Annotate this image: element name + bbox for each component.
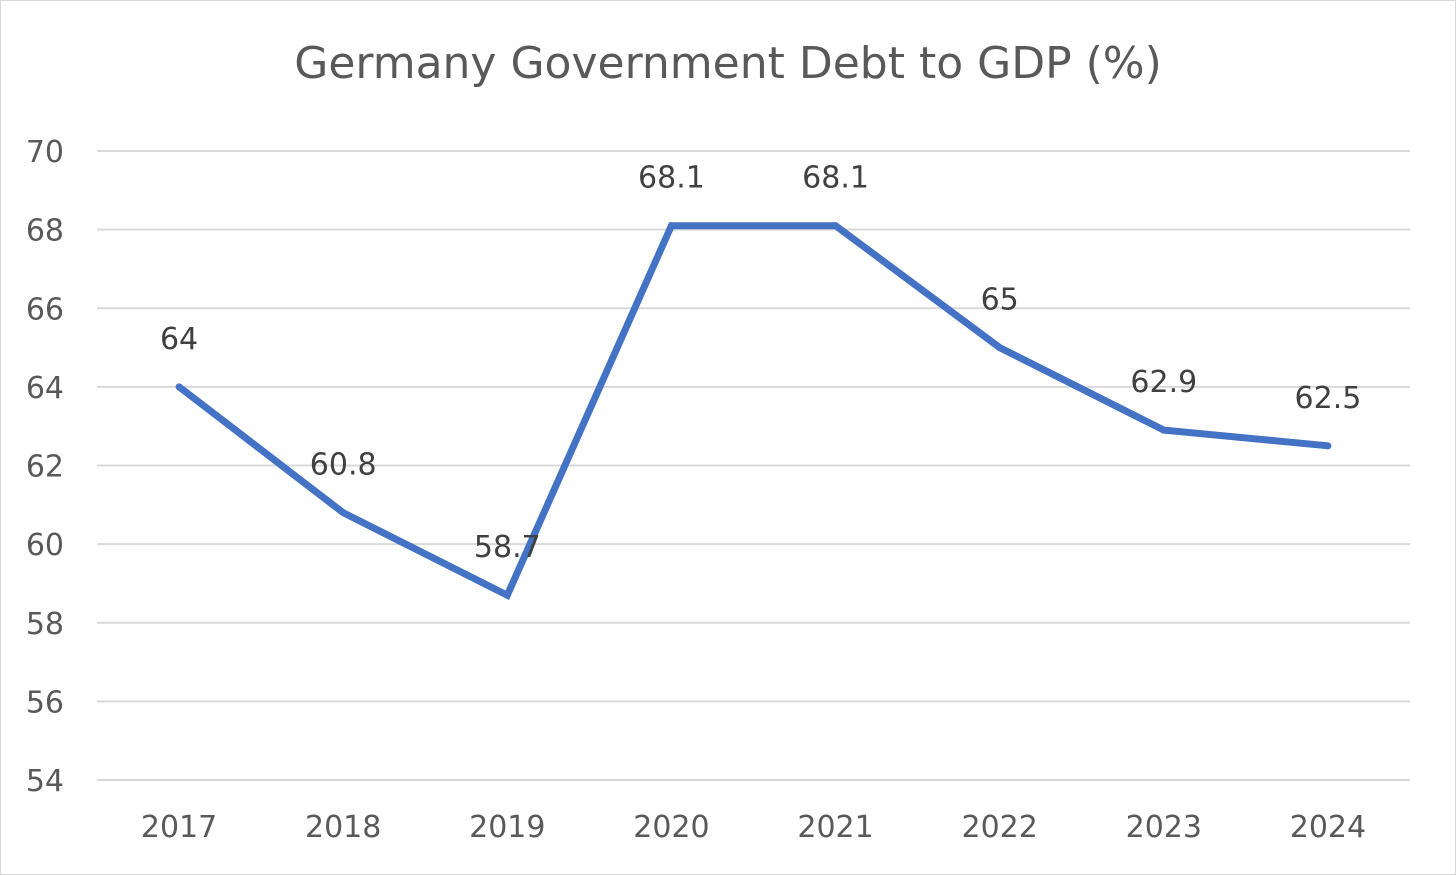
x-tick-label-2021: 2021 (797, 810, 873, 845)
data-label-2021: 68.1 (802, 161, 869, 196)
y-tick-label-70: 70 (26, 135, 64, 170)
data-label-2024: 62.5 (1295, 381, 1362, 416)
y-tick-label-68: 68 (26, 214, 64, 249)
data-label-2018: 60.8 (310, 448, 377, 483)
data-point-2020 (667, 222, 675, 230)
data-label-2022: 65 (981, 283, 1019, 318)
y-tick-label-60: 60 (26, 528, 64, 563)
series-line-0 (176, 222, 1329, 600)
data-label-2023: 62.9 (1130, 365, 1197, 400)
y-tick-label-66: 66 (26, 292, 64, 327)
data-point-2022 (996, 344, 1004, 352)
data-point-2023 (1160, 426, 1168, 434)
x-tick-label-2022: 2022 (962, 810, 1038, 845)
data-point-2017 (175, 383, 183, 391)
x-tick-label-2023: 2023 (1126, 810, 1202, 845)
x-tick-label-2018: 2018 (305, 810, 381, 845)
data-point-2019 (503, 591, 511, 599)
data-point-2021 (832, 222, 840, 230)
y-tick-label-54: 54 (26, 764, 64, 799)
data-point-2024 (1324, 442, 1332, 450)
data-label-2019: 58.7 (474, 530, 541, 565)
data-label-2020: 68.1 (638, 161, 705, 196)
x-tick-label-2024: 2024 (1290, 810, 1366, 845)
data-label-2017: 64 (160, 322, 198, 357)
x-tick-label-2017: 2017 (141, 810, 217, 845)
y-tick-label-62: 62 (26, 450, 64, 485)
y-tick-label-56: 56 (26, 685, 64, 720)
chart-title: Germany Government Debt to GDP (%) (294, 38, 1162, 89)
x-tick-label-2020: 2020 (633, 810, 709, 845)
data-point-2018 (339, 509, 347, 517)
y-tick-label-64: 64 (26, 371, 64, 406)
x-tick-label-2019: 2019 (469, 810, 545, 845)
y-tick-label-58: 58 (26, 607, 64, 642)
